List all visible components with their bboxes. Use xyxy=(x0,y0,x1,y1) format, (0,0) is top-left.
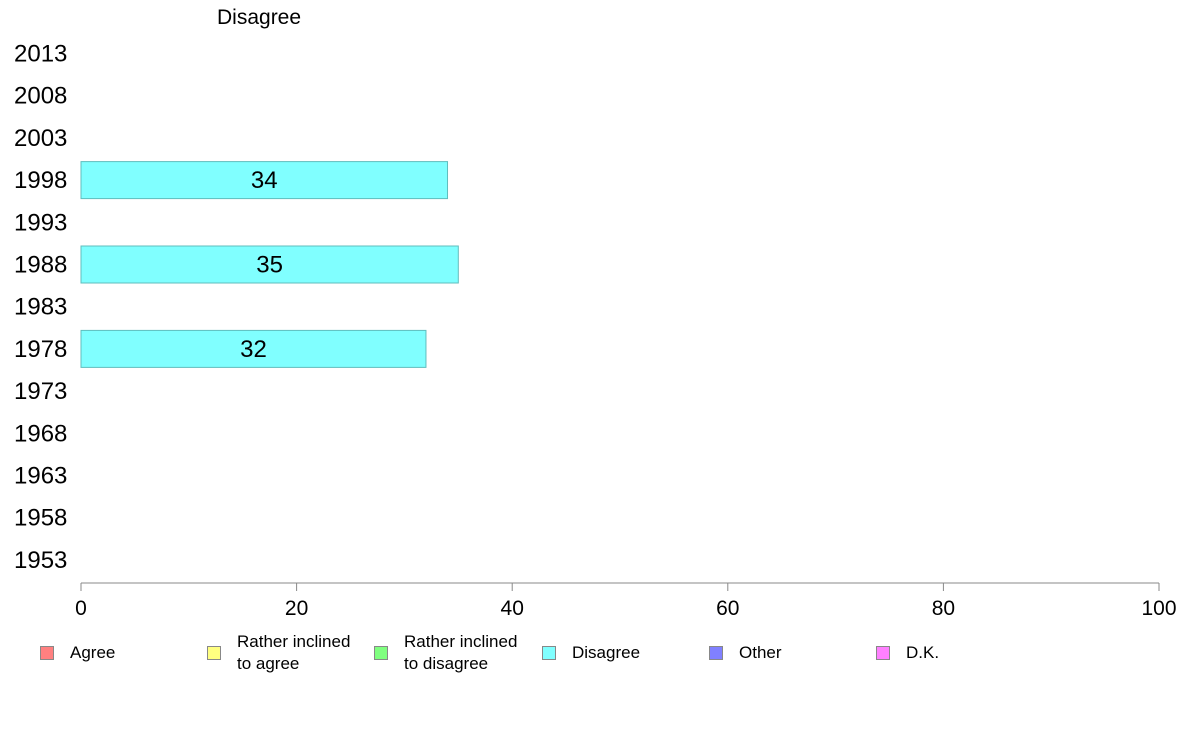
legend-label-dk: D.K. xyxy=(906,643,940,662)
x-tick-label: 40 xyxy=(501,597,524,620)
y-tick-label: 1963 xyxy=(14,463,67,490)
legend-swatch-rather-agree xyxy=(207,646,221,660)
y-tick-label: 1968 xyxy=(14,420,67,447)
bar-chart: 2013 2008 2003 1998 34 1993 1988 35 1983 1978 32 19… xyxy=(14,41,1177,621)
legend-label-other: Other xyxy=(739,643,782,662)
legend-item-other: Other xyxy=(709,642,782,664)
legend-swatch-disagree xyxy=(542,646,556,660)
data-label: 34 xyxy=(251,167,278,194)
y-tick-label: 1973 xyxy=(14,378,67,405)
legend-swatch-other xyxy=(709,646,723,660)
legend-item-agree: Agree xyxy=(40,642,115,664)
x-tick-label: 60 xyxy=(716,597,739,620)
y-tick-label: 1993 xyxy=(14,209,67,236)
y-tick-label: 2013 xyxy=(14,41,67,68)
legend-swatch-rather-disagree xyxy=(374,646,388,660)
chart-title: Disagree xyxy=(217,6,302,29)
legend-item-rather-agree: Rather inclined to agree xyxy=(207,631,350,675)
x-tick-label: 0 xyxy=(75,597,87,620)
legend-label-disagree: Disagree xyxy=(572,643,641,662)
y-tick-label: 1998 xyxy=(14,167,67,194)
y-tick-label: 1953 xyxy=(14,547,67,574)
y-tick-label: 2008 xyxy=(14,83,67,110)
legend: Agree Rather inclined to agree Rather in… xyxy=(0,630,1188,690)
bar xyxy=(80,245,459,284)
legend-item-rather-disagree: Rather inclined to disagree xyxy=(374,631,517,675)
legend-label-rather-disagree: Rather inclined to disagree xyxy=(404,632,518,673)
y-tick-label: 1958 xyxy=(14,505,67,532)
legend-label-agree: Agree xyxy=(70,643,116,662)
x-tick-label: 100 xyxy=(1141,597,1176,620)
y-tick-label: 1988 xyxy=(14,252,67,279)
bar xyxy=(80,329,427,368)
legend-label-rather-agree: Rather inclined to agree xyxy=(237,632,351,673)
legend-swatch-dk xyxy=(876,646,890,660)
legend-item-dk: D.K. xyxy=(876,642,939,664)
x-tick-label: 80 xyxy=(932,597,955,620)
bar xyxy=(80,161,449,200)
y-tick-label: 1983 xyxy=(14,294,67,321)
legend-item-disagree: Disagree xyxy=(542,642,640,664)
legend-swatch-agree xyxy=(40,646,54,660)
y-tick-label: 2003 xyxy=(14,125,67,152)
data-label: 32 xyxy=(240,336,267,363)
data-label: 35 xyxy=(256,252,283,279)
x-tick-label: 20 xyxy=(285,597,308,620)
y-tick-label: 1978 xyxy=(14,336,67,363)
